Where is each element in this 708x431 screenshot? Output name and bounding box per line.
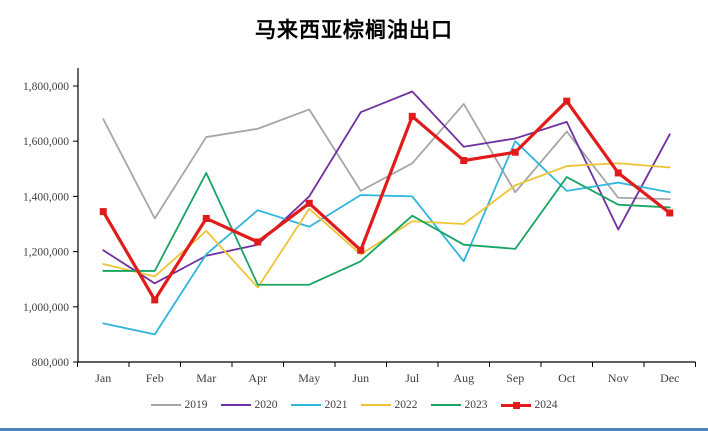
series-marker-2024	[408, 112, 416, 120]
series-marker-2024	[305, 199, 313, 207]
series-line-2024	[101, 99, 672, 302]
series-marker-2024	[151, 296, 159, 304]
x-axis-label: Nov	[608, 371, 629, 385]
chart-title: 马来西亚棕榈油出口	[255, 18, 453, 42]
x-axis-label: Sep	[506, 371, 524, 385]
legend-label-2022: 2022	[394, 399, 418, 411]
y-axis-label: 800,000	[32, 357, 70, 369]
x-axis-label: Apr	[248, 371, 267, 385]
legend-item-2022: 2022	[360, 399, 418, 411]
x-axis-label: Oct	[558, 371, 576, 385]
x-axis-label: Jun	[352, 371, 369, 385]
legend-item-2021: 2021	[290, 399, 348, 411]
x-axis-label: Feb	[146, 371, 164, 385]
x-axis-label: Jan	[95, 371, 111, 385]
y-axis-label: 1,400,000	[23, 191, 69, 203]
legend-item-2023: 2023	[430, 399, 488, 411]
series-marker-2024	[202, 214, 210, 222]
legend-swatch-2020	[220, 401, 251, 410]
bottom-rule	[0, 428, 708, 431]
x-axis-label: May	[298, 371, 320, 385]
legend-item-2020: 2020	[220, 399, 278, 411]
series-marker-2024	[357, 246, 365, 254]
legend-label-2023: 2023	[464, 399, 488, 411]
y-axis-label: 1,600,000	[23, 136, 69, 148]
chart-canvas: 800,000 1,000,000 1,200,000 1,400,000 1,600,…	[23, 68, 696, 385]
series-marker-2024	[563, 97, 571, 105]
series-marker-2024	[460, 157, 468, 165]
legend-swatch-2023	[430, 401, 461, 410]
series-marker-2024	[666, 209, 674, 217]
x-axis-label: Jul	[405, 371, 420, 385]
series-marker-2024	[254, 238, 262, 246]
legend-item-2024: 2024	[500, 399, 558, 411]
y-axis-label: 1,800,000	[23, 81, 69, 93]
legend-item-2019: 2019	[150, 399, 208, 411]
series-marker-2024	[614, 169, 622, 177]
legend-label-2024: 2024	[534, 399, 558, 411]
y-axis-label: 1,000,000	[23, 302, 69, 314]
x-axis-label: Dec	[660, 371, 679, 385]
legend-swatch-2021	[290, 401, 321, 410]
legend-swatch-2024	[500, 401, 531, 410]
chart-legend: 2019 2020 2021 2022 2023 2024	[0, 399, 708, 411]
series-marker-2024	[99, 208, 107, 216]
series-line-2023	[102, 172, 671, 286]
x-axis-label: Mar	[196, 371, 216, 385]
legend-label-2019: 2019	[184, 399, 208, 411]
x-axis-label: Aug	[453, 371, 474, 385]
series-marker-2024	[511, 148, 519, 156]
series-line-2019	[102, 103, 671, 220]
legend-label-2020: 2020	[254, 399, 278, 411]
legend-label-2021: 2021	[324, 399, 348, 411]
legend-swatch-2022	[360, 401, 391, 410]
series-line-2021	[102, 140, 671, 336]
legend-swatch-2019	[150, 401, 181, 410]
y-axis-label: 1,200,000	[23, 247, 69, 259]
series-line-2020	[102, 90, 671, 285]
